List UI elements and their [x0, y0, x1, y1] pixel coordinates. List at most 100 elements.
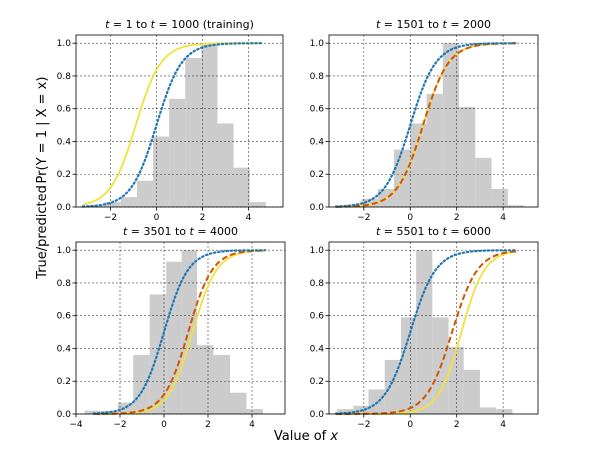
panel-title-part: = 6000 [447, 225, 491, 238]
panel-title-part: = 1000 (training) [155, 18, 254, 31]
panel-title-part: = 1501 to [380, 18, 442, 31]
y-tick-label: 0.4 [57, 137, 72, 147]
histogram-bar [246, 409, 263, 414]
plot-frame [75, 241, 286, 415]
histogram-bar [448, 346, 464, 414]
plot-frame [75, 34, 284, 208]
x-tick-label: 0 [161, 420, 167, 430]
histogram-bar [410, 123, 427, 207]
histogram-bar [442, 43, 460, 207]
x-tick-label: 2 [205, 420, 211, 430]
panel-title: t = 1 to t = 1000 (training) [105, 18, 254, 31]
y-tick-label: 1.0 [57, 246, 72, 256]
x-axis-label: Value of x [274, 429, 339, 444]
histogram-bar [117, 402, 134, 414]
panel-title: t = 3501 to t = 4000 [123, 225, 238, 238]
histogram-bar [84, 410, 102, 414]
panel-1: −2 0 2 4 0.0 0.2 0.4 0.6 0.8 1.0 t = 1 to t = 1000… [57, 18, 284, 223]
panel-title-part: t [151, 18, 156, 31]
y-tick-label: 0.6 [310, 312, 325, 322]
x-tick-label: 2 [454, 420, 460, 430]
histogram-bar [213, 355, 230, 414]
histogram-bar [233, 167, 250, 207]
y-tick-label: 1.0 [57, 39, 72, 49]
x-tick-label: 4 [249, 420, 255, 430]
series-dashed-line [93, 249, 266, 415]
y-tick-label: 0.0 [57, 203, 72, 213]
panel-title-part: t [376, 18, 381, 31]
y-tick-label: 0.6 [57, 105, 72, 115]
panel-4: −2 0 2 4 0.0 0.2 0.4 0.6 0.8 1.0 t = 5501 to t = 6… [310, 225, 539, 430]
histogram-bar [153, 136, 170, 207]
x-tick-label: −4 [69, 420, 83, 430]
histogram-bar [230, 392, 247, 414]
y-tick-label: 0.4 [310, 344, 325, 354]
y-tick-label: 0.4 [310, 137, 325, 147]
histogram-bar [201, 44, 218, 208]
y-tick-label: 1.0 [310, 39, 325, 49]
histogram-bar [181, 250, 197, 414]
plot-frame [328, 34, 539, 208]
histogram-bar [491, 188, 508, 207]
panel-title: t = 1501 to t = 2000 [376, 18, 491, 31]
x-axis-label-prefix: Value of [274, 429, 331, 444]
series-dotted-line [334, 249, 519, 415]
x-tick-label: −2 [357, 420, 370, 430]
y-tick-label: 0.8 [310, 279, 325, 289]
x-axis-label-var: x [329, 429, 338, 444]
panel-title-part: = 5501 to [380, 225, 442, 238]
x-tick-label: −2 [113, 420, 126, 430]
histogram-bar [217, 123, 234, 207]
y-tick-label: 0.2 [57, 170, 71, 180]
panel-title-part: t [190, 225, 195, 238]
y-tick-label: 0.6 [57, 312, 72, 322]
histogram-bar [416, 250, 433, 414]
y-tick-label: 0.0 [57, 410, 72, 420]
series-dotted-line [92, 249, 267, 415]
histogram-bar [479, 407, 497, 414]
panel-title: t = 5501 to t = 6000 [376, 225, 491, 238]
x-tick-label: −2 [104, 213, 117, 223]
histogram-bar [361, 198, 378, 207]
panel-title-part: = 3501 to [127, 225, 189, 238]
histogram-bar [197, 345, 214, 414]
panel-2: −2 0 2 4 0.0 0.2 0.4 0.6 0.8 1.0 t = 1501 to t = 2… [310, 18, 539, 223]
x-tick-label: 2 [454, 213, 460, 223]
x-tick-label: 0 [154, 213, 160, 223]
histogram-bar [249, 202, 266, 207]
histogram-bar [136, 180, 154, 207]
y-axis-label: True/predicted [35, 185, 50, 280]
panel-title-part: = 1 to [109, 18, 150, 31]
histogram-bar [133, 355, 150, 414]
y-tick-label: 0.8 [310, 72, 325, 82]
histogram-bar [463, 369, 480, 414]
panel-title-part: t [443, 18, 448, 31]
histogram-bar [475, 157, 492, 207]
x-tick-label: 4 [246, 213, 252, 223]
histogram-bar [507, 205, 525, 207]
panel-title-part: = 4000 [194, 225, 238, 238]
panel-title-part: t [105, 18, 110, 31]
plot-frame [328, 241, 539, 415]
y-axis-formula-label: Pr(Y = 1 | X = x) [35, 77, 50, 184]
y-tick-label: 0.0 [310, 410, 325, 420]
histogram-bar [169, 98, 186, 207]
histogram-bar [120, 197, 137, 207]
series-dashed-line [336, 42, 518, 208]
series-dotted-line [334, 42, 519, 208]
panel-title-part: t [123, 225, 128, 238]
y-tick-label: 1.0 [310, 246, 325, 256]
x-tick-label: 0 [407, 420, 413, 430]
panel-title-part: t [376, 225, 381, 238]
panel-3: −4 −2 0 2 4 0.0 0.2 0.4 0.6 0.8 1.0 t = 3501 to t =… [57, 225, 286, 430]
y-axis-label-main: True/predicted [35, 185, 50, 280]
y-tick-label: 0.2 [57, 377, 71, 387]
series-dotted-line [81, 42, 264, 208]
histogram-bar [459, 107, 476, 207]
histogram-bar [185, 57, 202, 207]
y-tick-label: 0.2 [310, 377, 324, 387]
histogram-bar [337, 409, 354, 414]
histogram-bar [104, 202, 121, 207]
x-tick-label: 2 [200, 213, 206, 223]
